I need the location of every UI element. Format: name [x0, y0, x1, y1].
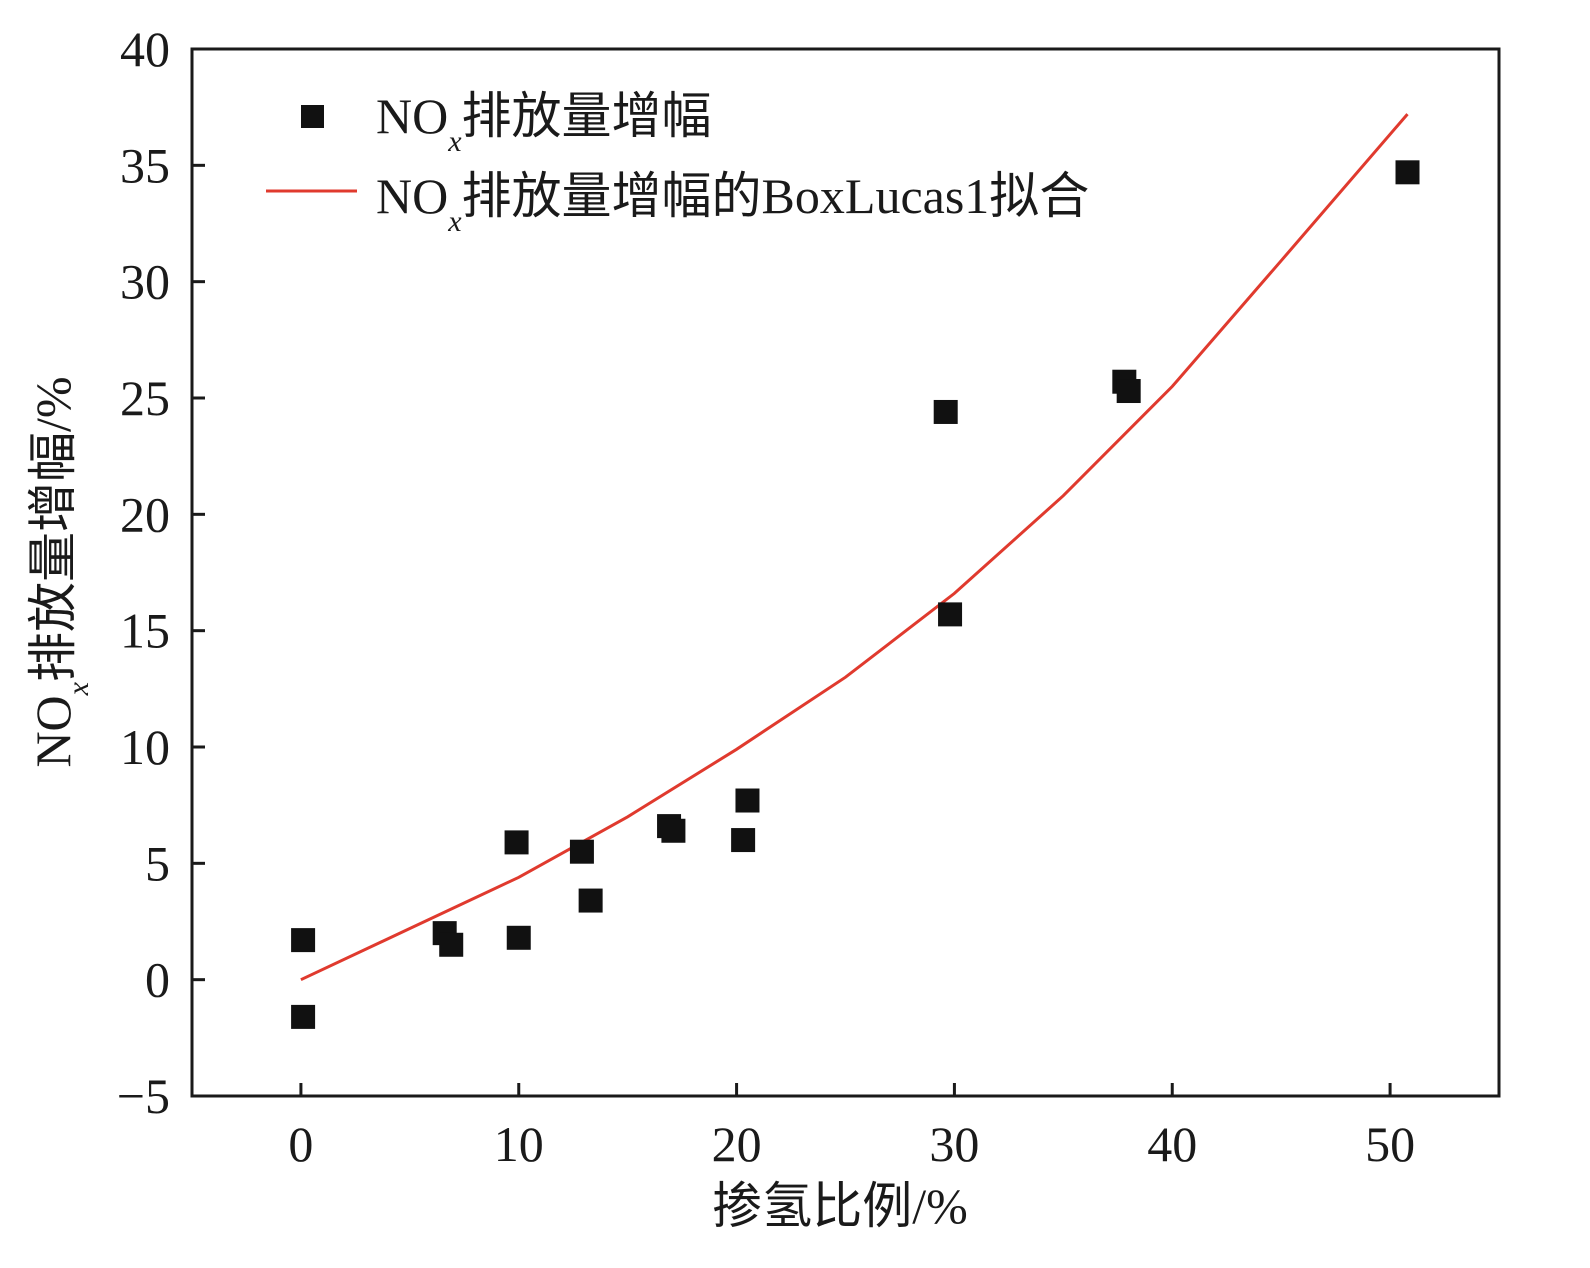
y-tick-label: 40 [120, 21, 170, 77]
plot-frame [190, 47, 1501, 1098]
x-tick-label: 40 [1147, 1116, 1197, 1172]
data-point [569, 839, 594, 864]
x-tick-label: 50 [1365, 1116, 1415, 1172]
data-point [506, 925, 531, 950]
y-tick-label: 10 [120, 719, 170, 775]
data-point [504, 830, 529, 855]
y-tick-label: 0 [145, 952, 170, 1008]
legend-label-fit: NOx排放量增幅的BoxLucas1拟合 [376, 168, 1089, 238]
data-point [578, 888, 603, 913]
x-axis: 0 10 20 30 40 50 [288, 1083, 1415, 1172]
legend-label-scatter: NOx排放量增幅 [376, 88, 712, 158]
legend-marker-scatter [301, 105, 324, 128]
x-axis-label: 掺氢比例/% [712, 1178, 968, 1234]
data-point [735, 788, 760, 813]
x-tick-label: 30 [929, 1116, 979, 1172]
y-tick-label: 25 [120, 370, 170, 426]
y-tick-label: 30 [120, 254, 170, 310]
data-point [439, 932, 464, 957]
y-tick-label: 20 [120, 486, 170, 542]
y-tick-label: 5 [145, 835, 170, 891]
y-tick-label: 35 [120, 137, 170, 193]
data-point [1116, 379, 1141, 404]
data-point [661, 818, 686, 843]
data-point [731, 828, 756, 853]
legend: NOx排放量增幅 NOx排放量增幅的BoxLucas1拟合 [266, 88, 1089, 238]
scatter-points [291, 160, 1420, 1029]
data-point [1395, 160, 1420, 185]
x-tick-label: 20 [712, 1116, 762, 1172]
y-tick-label: 15 [120, 603, 170, 659]
data-point [933, 399, 958, 424]
x-tick-label: 0 [288, 1116, 313, 1172]
x-tick-label: 10 [494, 1116, 544, 1172]
data-point [938, 602, 963, 627]
data-point [291, 1004, 316, 1029]
y-axis-label: NOx排放量增幅/% [25, 376, 95, 767]
y-tick-label: −5 [117, 1068, 170, 1124]
fit-curve [300, 113, 1409, 982]
data-point [291, 928, 316, 953]
fit-curve-line [300, 113, 1409, 982]
y-axis: −5 0 5 10 15 20 25 30 35 40 [117, 21, 205, 1124]
